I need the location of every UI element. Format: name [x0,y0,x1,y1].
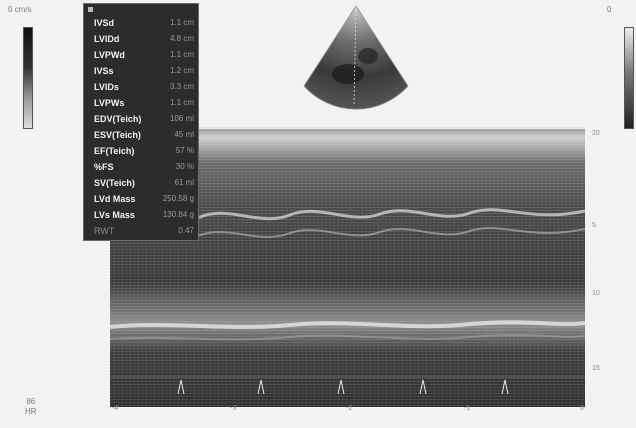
measurement-value: 0.47 [178,226,194,235]
right-grayscale-bar [624,27,634,129]
panel-marker-icon [88,7,93,12]
measurement-label: SV(Teich) [94,178,135,188]
measurement-value: 45 ml [174,130,194,139]
depth-tick: 15 [592,365,600,372]
measurement-value: 250.58 g [162,194,194,203]
measurement-value: 61 ml [174,178,194,187]
sector-2d-image [303,5,409,110]
measurement-row[interactable]: SV(Teich) 61 ml [84,176,198,190]
depth-tick: 5 [592,222,596,229]
top-left-label: 0 cm/s [8,5,32,14]
measurement-label: EF(Teich) [94,146,135,156]
measurement-row[interactable]: EF(Teich) 57 % [84,144,198,158]
measurement-row[interactable]: LVPWs 1.1 cm [84,96,198,110]
time-tick: -2 [346,405,353,412]
heart-rate-label: HR [25,407,37,416]
measurement-row[interactable]: LVd Mass 250.58 g [84,192,198,206]
measurement-label: EDV(Teich) [94,114,142,124]
time-tick: -4 [112,405,119,412]
measurement-label: %FS [94,162,114,172]
measurement-value: 1.1 cm [169,50,194,59]
measurement-row[interactable]: LVIDs 3.3 cm [84,80,198,94]
measurement-label: LVs Mass [94,210,135,220]
measurement-label: IVSs [94,66,114,76]
measurement-value: 1.1 cm [169,98,194,107]
panel-header [86,6,194,13]
measurement-row[interactable]: LVs Mass 130.84 g [84,208,198,222]
depth-tick: 20 [592,130,600,137]
heart-rate-readout: 86 HR [25,397,37,417]
left-grayscale-bar [23,27,33,129]
measurement-value: 3.3 cm [169,82,194,91]
measurement-row[interactable]: IVSd 1.1 cm [84,16,198,30]
measurement-label: LVPWs [94,98,125,108]
depth-tick: 10 [592,290,600,297]
measurement-label: LVIDd [94,34,120,44]
measurement-row[interactable]: %FS 30 % [84,160,198,174]
measurement-value: 30 % [175,162,194,171]
time-tick: 0 [580,405,584,412]
measurement-label: LVIDs [94,82,119,92]
measurement-value: 57 % [175,146,194,155]
top-right-label: 0 [607,5,612,14]
heart-rate-value: 86 [26,397,36,406]
measurement-value: 130.84 g [162,210,194,219]
measurement-row[interactable]: EDV(Teich) 106 ml [84,112,198,126]
measurement-label: LVd Mass [94,194,136,204]
measurement-label: RWT [94,226,115,236]
measurement-row[interactable]: LVIDd 4.8 cm [84,32,198,46]
measurement-label: LVPWd [94,50,125,60]
measurement-value: 1.2 cm [169,66,194,75]
measurement-panel[interactable]: IVSd 1.1 cm LVIDd 4.8 cm LVPWd 1.1 cm IV… [83,3,199,241]
measurement-value: 106 ml [169,114,194,123]
measurement-row[interactable]: LVPWd 1.1 cm [84,48,198,62]
time-tick: -3 [230,405,237,412]
measurement-label: IVSd [94,18,115,28]
measurement-row[interactable]: IVSs 1.2 cm [84,64,198,78]
measurement-value: 1.1 cm [169,18,194,27]
measurement-row[interactable]: ESV(Teich) 45 ml [84,128,198,142]
measurement-value: 4.8 cm [169,34,194,43]
measurement-row[interactable]: RWT 0.47 [84,224,198,238]
time-tick: -1 [464,405,471,412]
measurement-label: ESV(Teich) [94,130,141,140]
